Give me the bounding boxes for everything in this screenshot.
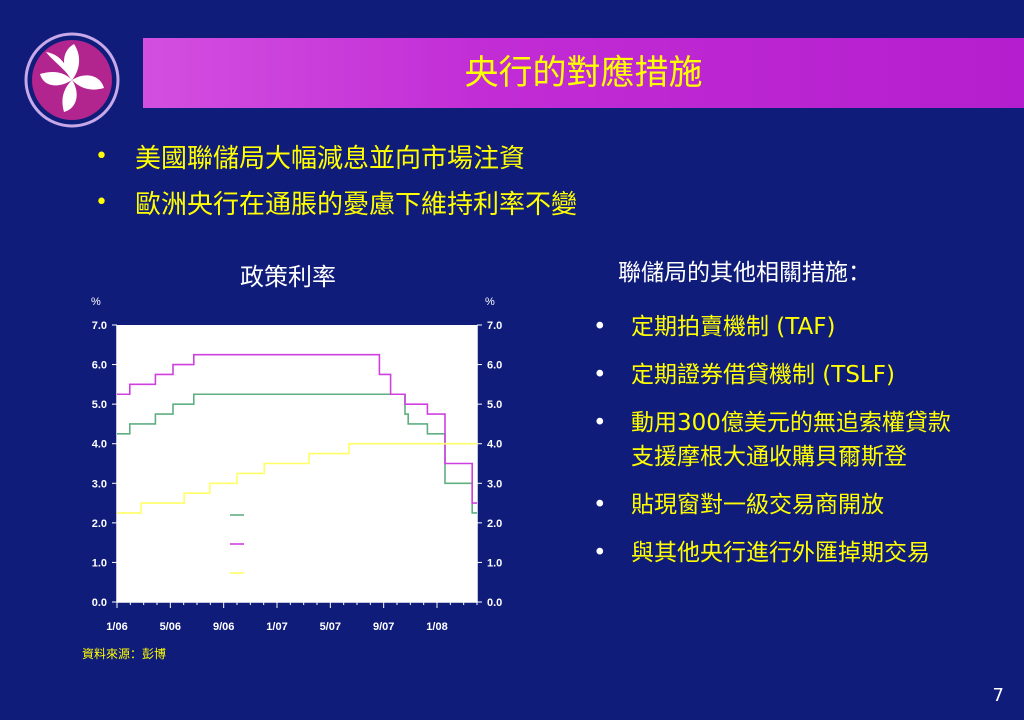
chart-title: 政策利率 — [240, 263, 336, 291]
measure-item: • 定期拍賣機制 (TAF) — [593, 310, 993, 344]
right-y-tick-label: 3.0 — [487, 478, 502, 490]
right-y-tick-label: 5.0 — [487, 399, 502, 411]
bullet-dot: • — [593, 362, 607, 388]
right-heading: 聯儲局的其他相關措施： — [618, 260, 871, 286]
bullet-item: • 美國聯儲局大幅減息並向市場注資 — [95, 133, 577, 179]
left-y-tick-label: 3.0 — [92, 478, 107, 490]
bullet-dot: • — [95, 189, 108, 215]
title-bar: 央行的對應措施 — [143, 38, 1024, 108]
right-y-tick-label: 2.0 — [487, 518, 502, 530]
measure-item: • 與其他央行進行外匯掉期交易 — [593, 536, 993, 570]
series-line — [117, 442, 477, 514]
bullet-text: 歐洲央行在通脹的憂慮下維持利率不變 — [135, 189, 578, 220]
bauhinia-logo-svg — [24, 32, 120, 128]
left-y-tick-label: 4.0 — [92, 439, 107, 451]
left-y-tick-label: 7.0 — [92, 320, 107, 332]
bullet-text: 美國聯儲局大幅減息並向市場注資 — [135, 143, 526, 174]
right-y-tick-label: 4.0 — [487, 439, 502, 451]
legend-label: 聯儲備貼現率 — [250, 537, 328, 553]
right-y-tick-label: 1.0 — [487, 557, 502, 569]
bullet-dot: • — [593, 314, 607, 340]
measure-text: 定期證券借貸機制 (TSLF) — [631, 362, 895, 388]
legend-label: 歐洲央行主要再融資利率 — [250, 566, 393, 582]
left-y-tick-label: 2.0 — [92, 518, 107, 530]
right-unit-label: % — [485, 296, 495, 308]
x-tick-label: 1/08 — [426, 621, 447, 633]
bullet-dot: • — [593, 410, 607, 436]
page-number: 7 — [992, 685, 1004, 706]
bullet-dot: • — [593, 492, 607, 518]
bauhinia-logo — [22, 30, 122, 130]
left-y-tick-label: 6.0 — [92, 360, 107, 372]
policy-rate-chart: % % 0.0 0.0 1.0 1.0 2.0 2.0 3.0 3.0 4.0 4.0 5.0 5.0 6.… — [91, 296, 502, 633]
measures-list: • 定期拍賣機制 (TAF) • 定期證券借貸機制 (TSLF) • 動用300… — [593, 310, 993, 584]
measure-item: • 定期證券借貸機制 (TSLF) — [593, 358, 993, 392]
right-y-tick-label: 7.0 — [487, 320, 502, 332]
slide-title: 央行的對應措施 — [464, 53, 703, 93]
measure-text: 動用300億美元的無追索權貸款支援摩根大通收購貝爾斯登 — [631, 410, 951, 470]
x-tick-label: 1/06 — [106, 621, 127, 633]
left-y-tick-label: 0.0 — [92, 597, 107, 609]
x-tick-label: 9/06 — [213, 621, 234, 633]
right-y-tick-label: 0.0 — [487, 597, 502, 609]
left-y-tick-label: 5.0 — [92, 399, 107, 411]
x-tick-label: 9/07 — [373, 621, 394, 633]
bullet-dot: • — [593, 540, 607, 566]
source-note: 資料來源：彭博 — [82, 647, 167, 661]
legend-label: 聯邦基金目標利率 — [250, 508, 354, 524]
measure-text: 與其他央行進行外匯掉期交易 — [631, 540, 930, 566]
left-y-tick-label: 1.0 — [92, 557, 107, 569]
left-unit-label: % — [91, 296, 101, 308]
measure-item: • 貼現窗對一級交易商開放 — [593, 488, 993, 522]
right-y-tick-label: 6.0 — [487, 360, 502, 372]
x-tick-label: 5/07 — [320, 621, 341, 633]
bullet-item: • 歐洲央行在通脹的憂慮下維持利率不變 — [95, 179, 577, 225]
measure-text: 貼現窗對一級交易商開放 — [631, 492, 884, 518]
measure-item: • 動用300億美元的無追索權貸款支援摩根大通收購貝爾斯登 — [593, 406, 993, 474]
bullet-dot: • — [95, 143, 108, 169]
top-bullet-list: • 美國聯儲局大幅減息並向市場注資 • 歐洲央行在通脹的憂慮下維持利率不變 — [95, 133, 577, 225]
x-tick-label: 1/07 — [266, 621, 287, 633]
measure-text: 定期拍賣機制 (TAF) — [631, 314, 836, 340]
logo-ring — [24, 32, 120, 128]
series-line — [117, 353, 477, 504]
x-tick-label: 5/06 — [160, 621, 181, 633]
logo-petals — [40, 44, 104, 112]
